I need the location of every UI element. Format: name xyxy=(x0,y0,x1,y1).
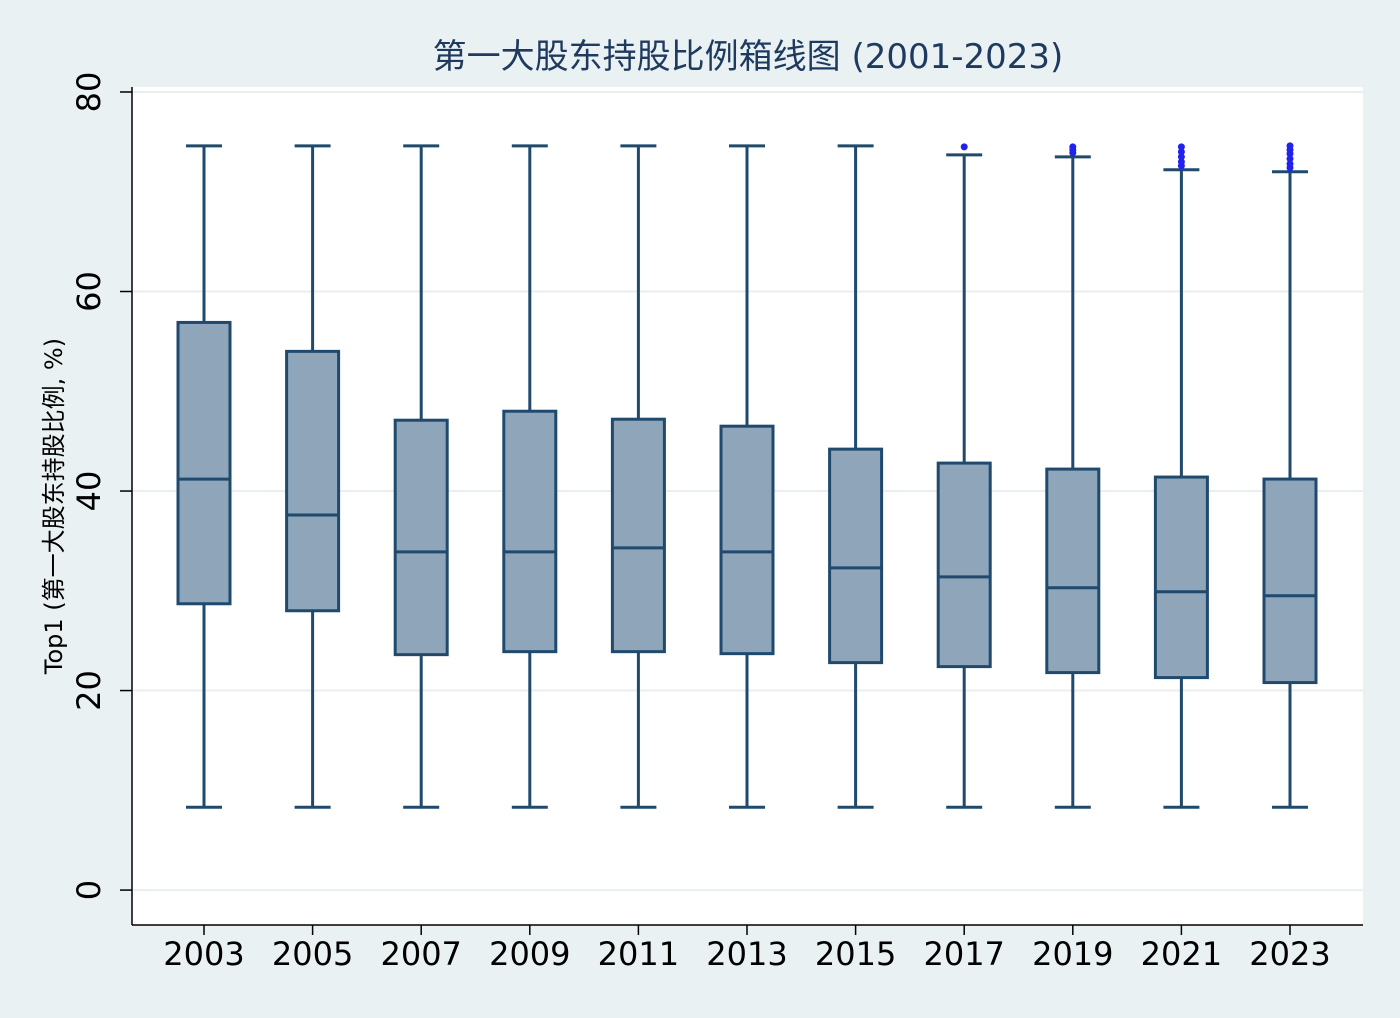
box-2015 xyxy=(828,144,884,809)
x-tick-label: 2003 xyxy=(163,935,244,973)
x-tick-label: 2019 xyxy=(1032,935,1113,973)
outlier-point xyxy=(1286,142,1294,150)
x-tick-label: 2017 xyxy=(923,935,1004,973)
box-iqr xyxy=(719,424,775,656)
y-tick-label: 20 xyxy=(70,670,108,711)
box-iqr xyxy=(393,418,449,657)
box-iqr xyxy=(936,461,992,669)
outlier-point xyxy=(960,143,968,151)
x-tick-label: 2007 xyxy=(380,935,461,973)
x-ticks: 2003 2005 2007 2009 2011 2013 2015 2017 2019 2021… xyxy=(163,925,1331,973)
y-tick-label: 60 xyxy=(70,271,108,312)
outlier-point xyxy=(1177,148,1185,156)
box-2009 xyxy=(502,144,558,809)
outlier-point xyxy=(1177,153,1185,161)
y-tick-label: 40 xyxy=(70,471,108,512)
x-tick-label: 2021 xyxy=(1141,935,1222,973)
box-iqr xyxy=(828,447,884,665)
outlier-point xyxy=(1286,160,1294,168)
x-tick-label: 2005 xyxy=(272,935,353,973)
boxes xyxy=(176,142,1318,809)
outlier-point xyxy=(1177,158,1185,166)
outlier-point xyxy=(1069,143,1077,151)
box-2021 xyxy=(1153,143,1209,809)
outlier-point xyxy=(1177,143,1185,151)
box-iqr xyxy=(1045,467,1101,675)
chart-title: 第一大股东持股比例箱线图 (2001-2023) xyxy=(433,37,1064,77)
box-iqr xyxy=(1262,477,1318,685)
box-2007 xyxy=(393,144,449,809)
x-tick-label: 2013 xyxy=(706,935,787,973)
box-iqr xyxy=(610,417,666,654)
box-iqr xyxy=(176,320,232,606)
outlier-point xyxy=(1286,155,1294,163)
box-iqr xyxy=(285,349,341,613)
box-2023 xyxy=(1262,142,1318,809)
box-2019 xyxy=(1045,143,1101,809)
box-2003 xyxy=(176,144,232,809)
box-iqr xyxy=(1153,475,1209,680)
box-2011 xyxy=(610,144,666,809)
x-tick-label: 2015 xyxy=(815,935,896,973)
box-2017 xyxy=(936,143,992,809)
x-tick-label: 2023 xyxy=(1249,935,1330,973)
x-tick-label: 2009 xyxy=(489,935,570,973)
y-ticks: 0 20 40 60 80 xyxy=(70,72,132,900)
box-2005 xyxy=(285,144,341,809)
y-tick-label: 80 xyxy=(70,72,108,113)
y-tick-label: 0 xyxy=(70,880,108,900)
y-axis-title: Top1 (第一大股东持股比例, %) xyxy=(40,338,68,675)
box-2013 xyxy=(719,144,775,809)
box-iqr xyxy=(502,409,558,654)
x-tick-label: 2011 xyxy=(598,935,679,973)
